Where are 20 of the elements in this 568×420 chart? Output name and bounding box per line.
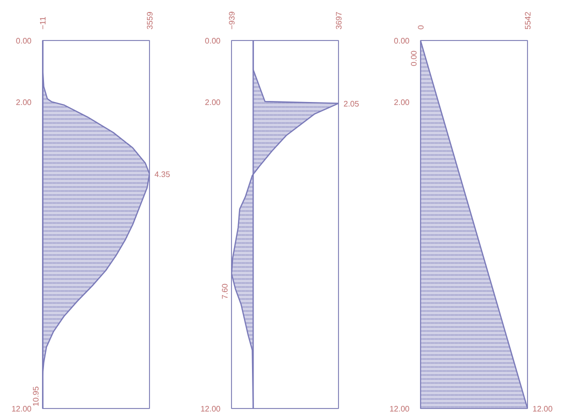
- y-tick-label: 0.00: [16, 36, 32, 46]
- annotation: 2.05: [344, 99, 360, 108]
- x-tick-label: 5542: [524, 11, 532, 30]
- y-tick-label: 12.00: [11, 404, 32, 414]
- y-tick-label: 2.00: [204, 98, 222, 107]
- x-tick-label: 3697: [334, 11, 344, 30]
- y-tick-label: 0.00: [204, 36, 222, 46]
- annotation: 4.35: [154, 170, 171, 179]
- x-tick-label: −11: [38, 16, 48, 30]
- annotation: 10.95: [32, 386, 40, 406]
- y-tick-label: 0.00: [394, 36, 410, 46]
- y-tick-label: 2.00: [16, 98, 32, 107]
- y-tick-label: 12.00: [389, 404, 410, 414]
- annotation: 12.00: [532, 404, 554, 414]
- x-tick-label: −939: [228, 10, 236, 30]
- y-tick-label: 2.00: [394, 98, 410, 107]
- x-tick-label: 0: [416, 24, 426, 30]
- annotation: 7.60: [220, 283, 230, 300]
- x-tick-label: 3559: [146, 11, 154, 30]
- y-tick-label: 12.00: [200, 404, 222, 414]
